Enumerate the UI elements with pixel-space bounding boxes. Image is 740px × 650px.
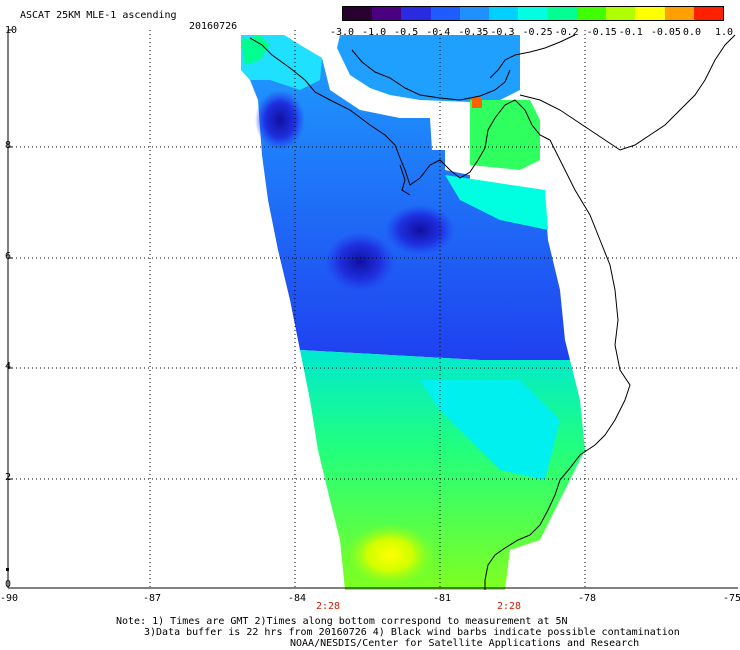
- lon-label-90: -90: [0, 593, 19, 604]
- coastlines: [249, 34, 736, 590]
- colorbar-label: -0.4: [426, 27, 451, 38]
- lat-label-2: 2: [5, 472, 12, 483]
- lat-label-4: 4: [5, 361, 12, 372]
- colorbar-label: 0.0: [682, 27, 701, 38]
- lon-label-81: -81: [433, 593, 452, 604]
- map-title: ASCAT 25KM MLE-1 ascending: [20, 10, 177, 21]
- note-line-3: NOAA/NESDIS/Center for Satellite Applica…: [290, 638, 640, 649]
- colorbar-swatch: [635, 7, 665, 20]
- colorbar-label: -0.5: [394, 27, 419, 38]
- note-line-2: 3)Data buffer is 22 hrs from 20160726 4)…: [144, 627, 680, 638]
- colorbar-swatch: [430, 7, 460, 20]
- colorbar-label: -0.15: [586, 27, 617, 38]
- map-date: 20160726: [189, 21, 238, 32]
- map-frame: [6, 29, 738, 589]
- lon-label-78: -78: [578, 593, 597, 604]
- colorbar-swatch: [372, 7, 402, 20]
- lon-label-84: -84: [288, 593, 307, 604]
- lat-label-10: 10: [5, 25, 18, 36]
- colorbar-swatch: [576, 7, 607, 20]
- wind-swath-south: [300, 350, 585, 590]
- wind-swath-north: [241, 35, 570, 360]
- lon-label-75: -75: [723, 593, 740, 604]
- colorbar-swatch: [547, 7, 577, 20]
- pass-time-west: 2:28: [316, 601, 341, 612]
- lon-label-87: -87: [143, 593, 162, 604]
- colorbar-swatch: [489, 7, 519, 20]
- colorbar-label: -0.35: [458, 27, 489, 38]
- colorbar: [342, 6, 724, 21]
- colorbar-swatch: [693, 7, 724, 20]
- note-line-1: Note: 1) Times are GMT 2)Times along bot…: [116, 616, 568, 627]
- lat-label-6: 6: [5, 251, 12, 262]
- pass-time-east: 2:28: [497, 601, 522, 612]
- colorbar-label: -0.1: [618, 27, 643, 38]
- colorbar-swatch: [459, 7, 490, 20]
- lat-label-0: 0: [5, 579, 12, 590]
- lat-label-8: 8: [5, 140, 12, 151]
- colorbar-label: -0.2: [554, 27, 579, 38]
- colorbar-labels: -3.0 -1.0 -0.5 -0.4 -0.35 -0.3 -0.25 -0.2 -0.15-…: [330, 28, 740, 40]
- colorbar-label: -0.05: [650, 27, 681, 38]
- colorbar-swatch: [664, 7, 694, 20]
- colorbar-swatch: [401, 7, 431, 20]
- colorbar-swatch: [606, 7, 636, 20]
- colorbar-label: -0.3: [490, 27, 515, 38]
- colorbar-label: 1.0: [715, 27, 734, 38]
- colorbar-label: -1.0: [362, 27, 387, 38]
- graticule: [8, 30, 738, 588]
- colorbar-label: -3.0: [330, 27, 355, 38]
- colorbar-swatch: [518, 7, 548, 20]
- colorbar-swatch: [343, 7, 373, 20]
- colorbar-label: -0.25: [522, 27, 553, 38]
